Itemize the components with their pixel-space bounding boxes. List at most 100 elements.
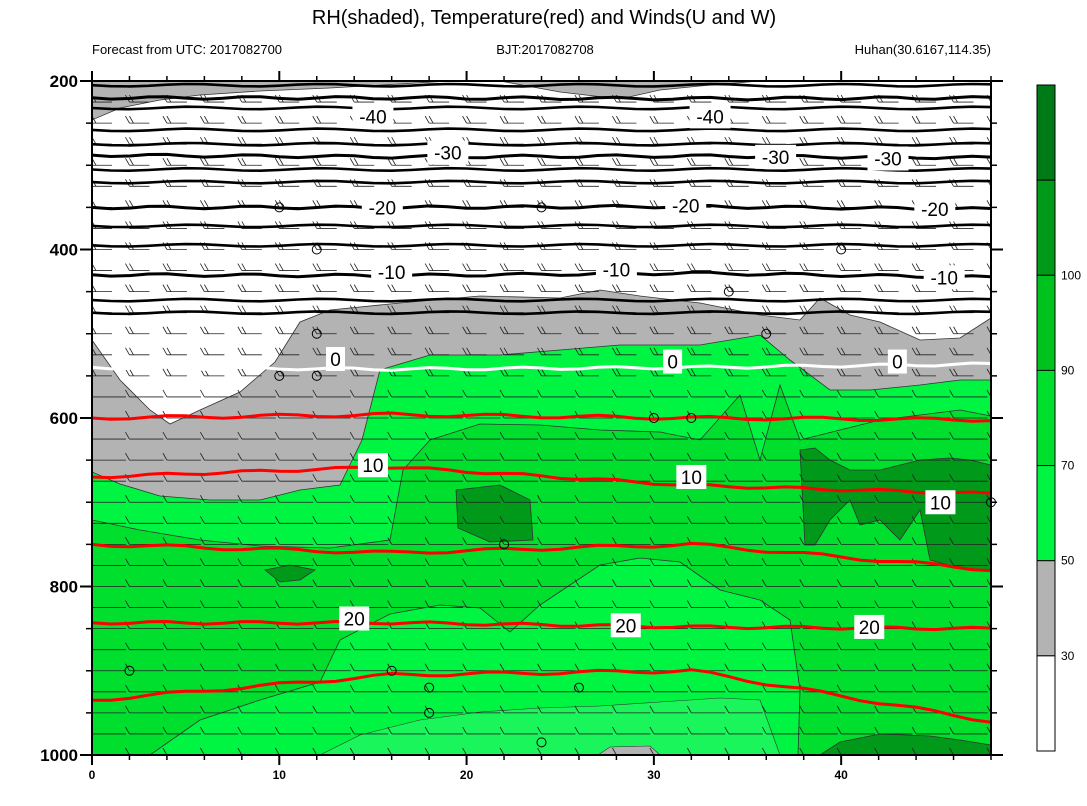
wind-barb — [686, 579, 726, 587]
wind-barb — [200, 284, 225, 293]
wind-barb — [462, 537, 501, 545]
wind-barb — [874, 431, 913, 440]
x-tick-label: 0 — [89, 768, 96, 782]
wind-barb — [799, 495, 838, 503]
y-tick-label: 600 — [50, 409, 78, 428]
wind-barb — [462, 726, 501, 735]
wind-barb — [499, 495, 539, 503]
wind-barb — [949, 389, 988, 398]
wind-barb — [949, 726, 988, 735]
wind-barb — [537, 537, 576, 545]
wind-barb — [799, 663, 838, 672]
contour-labels: -40 -40 -30 -30 -30 -20 -20 -20 -10 -10 -10 0 0 0 10 10… — [325, 104, 965, 639]
wind-barb — [911, 684, 951, 693]
wind-barb — [761, 326, 787, 335]
wind-barb — [237, 516, 276, 524]
wind-barb — [424, 115, 450, 124]
wind-barb — [462, 747, 501, 755]
isotherm-line — [92, 242, 991, 248]
wind-barb — [649, 642, 688, 651]
wind-barb — [237, 705, 276, 714]
calm-wind-marker — [536, 202, 547, 213]
wind-barb — [237, 452, 276, 461]
wind-barb — [92, 606, 126, 608]
calm-wind-marker — [311, 244, 322, 255]
wind-barb — [649, 284, 674, 293]
wind-barb — [836, 579, 876, 587]
wind-barb — [499, 473, 539, 482]
wind-barb — [499, 389, 539, 398]
wind-barb — [574, 452, 613, 461]
wind-barb — [724, 158, 749, 166]
wind-barb — [986, 684, 991, 693]
colorbar-label: 30 — [1061, 649, 1075, 663]
wind-barb — [874, 537, 913, 545]
wind-barb — [724, 705, 763, 714]
wind-barb — [799, 347, 824, 356]
rh-fill-dark-green-1 — [455, 484, 534, 543]
wind-barb — [462, 600, 501, 608]
wind-barb — [424, 284, 450, 293]
wind-barb — [799, 368, 824, 377]
wind-barb — [274, 747, 314, 755]
wind-barb — [874, 326, 899, 335]
wind-barb — [874, 747, 913, 755]
isotherm-line — [92, 82, 991, 88]
wind-barb — [949, 684, 988, 693]
wind-barb — [462, 347, 487, 356]
wind-barb — [424, 516, 464, 524]
wind-barb — [237, 663, 276, 672]
wind-barb — [986, 642, 991, 650]
wind-barb — [911, 747, 951, 755]
wind-barb — [237, 600, 276, 608]
wind-barb — [911, 284, 937, 293]
wind-barb — [836, 263, 862, 271]
calm-wind-marker — [761, 328, 772, 339]
wind-barb — [949, 705, 988, 714]
calm-wind-marker — [311, 328, 322, 339]
wind-barb — [237, 579, 276, 587]
rh-fill-dark-green-4 — [819, 733, 991, 755]
wind-barb — [574, 115, 599, 124]
wind-barb — [125, 705, 164, 714]
wind-barb — [162, 452, 201, 461]
colorbar-label: 90 — [1061, 363, 1075, 377]
wind-barb — [125, 431, 164, 440]
wind-barb — [612, 600, 651, 608]
wind-barb — [986, 747, 991, 755]
wind-barb — [125, 558, 164, 566]
wind-barb — [686, 726, 726, 735]
isotherm-line — [92, 105, 991, 111]
wind-barb — [162, 326, 187, 335]
wind-barb — [237, 642, 276, 651]
contour-label: -40 — [359, 107, 386, 128]
calm-wind-marker — [311, 370, 322, 381]
wind-barb — [612, 284, 637, 293]
wind-barb — [986, 663, 991, 671]
contour-label-box — [665, 193, 707, 218]
wind-barb — [312, 558, 351, 566]
wind-barb — [686, 705, 726, 714]
wind-barb — [874, 705, 913, 714]
colorbar-swatch — [1036, 179, 1056, 276]
wind-barb — [686, 642, 726, 651]
wind-barb — [836, 473, 876, 482]
wind-barb — [274, 558, 314, 566]
wind-barb — [724, 263, 749, 271]
wind-barb — [274, 705, 314, 714]
wind-barb — [125, 347, 150, 356]
wind-barb — [874, 473, 913, 482]
wind-barb — [911, 516, 951, 524]
wind-barb — [387, 726, 426, 735]
temperature-contour-line — [92, 203, 991, 212]
wind-barb — [125, 389, 164, 398]
contour-label-box — [610, 613, 641, 638]
wind-barb — [312, 326, 337, 335]
wind-barb — [686, 495, 726, 503]
wind-barb — [836, 516, 876, 524]
wind-barb — [911, 726, 951, 735]
wind-barb — [162, 368, 187, 377]
wind-barb — [949, 579, 988, 587]
wind-barb — [761, 431, 801, 440]
wind-barb — [537, 284, 562, 293]
